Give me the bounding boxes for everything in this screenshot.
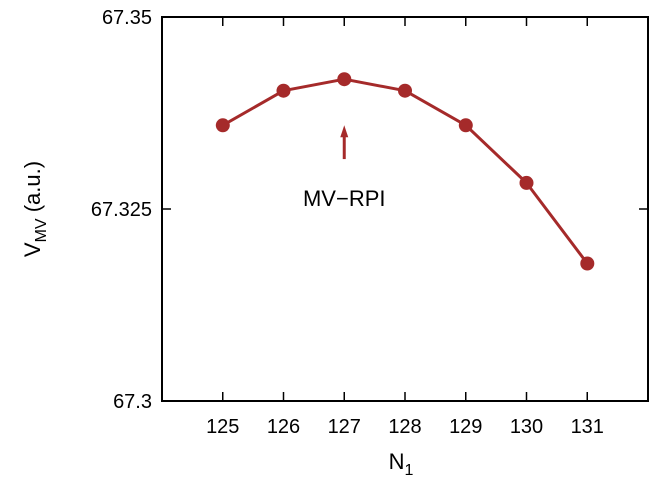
- data-point: [215, 118, 230, 133]
- y-axis-title: VMV (a.u.): [20, 161, 50, 257]
- plot-frame: [161, 16, 649, 402]
- data-point: [398, 83, 412, 98]
- x-axis-title-main: N: [389, 449, 405, 474]
- x-tick-label: 130: [510, 416, 543, 438]
- x-tick-label: 128: [388, 416, 421, 438]
- series-line: [222, 77, 589, 265]
- axis-labels: 125 126 127 128 129 130 131 67.3 67.325 67.35: [91, 7, 604, 438]
- y-tick-label: 67.325: [91, 199, 152, 221]
- x-tick-label: 126: [267, 416, 300, 438]
- data-point: [580, 256, 595, 271]
- data-point: [519, 175, 534, 190]
- data-point: [276, 83, 291, 98]
- data-point: [458, 118, 473, 133]
- y-axis-title-subscript: MV: [33, 218, 50, 242]
- annotation-label: MV−RPI: [303, 186, 386, 211]
- y-tick-label: 67.3: [113, 391, 152, 413]
- axis-ticks: [162, 16, 648, 402]
- y-axis-title-unit: (a.u.): [20, 161, 45, 218]
- x-tick-label: 127: [328, 416, 361, 438]
- data-point: [337, 72, 352, 87]
- x-tick-label: 125: [206, 416, 239, 438]
- annotation-arrow-head: [340, 125, 349, 138]
- x-tick-label: 131: [571, 416, 604, 438]
- x-axis-title: N1: [389, 449, 414, 479]
- plot-content: MV−RPI: [215, 72, 595, 271]
- x-tick-label: 129: [449, 416, 482, 438]
- x-axis-title-subscript: 1: [404, 462, 413, 479]
- y-tick-label: 67.35: [102, 7, 152, 29]
- y-axis-title-main: V: [20, 242, 45, 257]
